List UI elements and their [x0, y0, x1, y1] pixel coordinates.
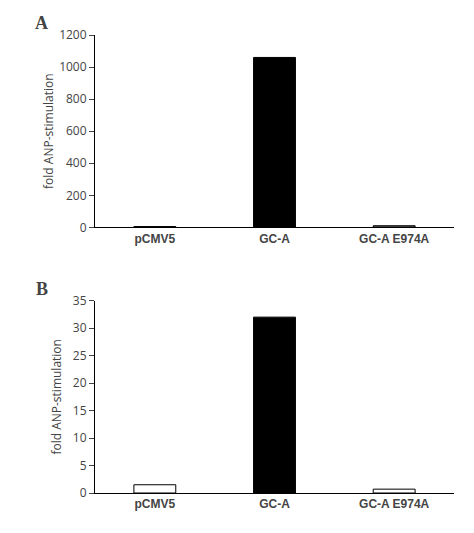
svg-text:35: 35 [73, 292, 87, 309]
svg-text:pCMV5: pCMV5 [134, 497, 175, 511]
svg-text:GC-A E974A: GC-A E974A [359, 497, 430, 511]
svg-text:1200: 1200 [59, 26, 87, 43]
svg-text:600: 600 [66, 122, 87, 139]
svg-text:800: 800 [66, 90, 87, 107]
svg-text:10: 10 [73, 429, 87, 446]
svg-text:fold ANP-stimulation: fold ANP-stimulation [48, 339, 65, 455]
svg-text:5: 5 [80, 457, 87, 474]
svg-text:400: 400 [66, 154, 87, 171]
svg-text:200: 200 [66, 187, 87, 204]
svg-text:B: B [36, 279, 48, 299]
svg-text:pCMV5: pCMV5 [134, 232, 175, 246]
svg-text:0: 0 [80, 219, 87, 236]
svg-text:30: 30 [73, 319, 87, 336]
svg-text:fold ANP-stimulation: fold ANP-stimulation [40, 73, 57, 189]
svg-text:A: A [35, 13, 48, 33]
svg-text:1000: 1000 [59, 58, 87, 75]
svg-text:GC-A: GC-A [259, 497, 290, 511]
svg-text:GC-A: GC-A [259, 232, 290, 246]
svg-text:15: 15 [73, 402, 87, 419]
svg-text:GC-A E974A: GC-A E974A [359, 232, 430, 246]
svg-text:0: 0 [80, 484, 87, 501]
svg-text:25: 25 [73, 347, 87, 364]
svg-text:20: 20 [73, 374, 87, 391]
